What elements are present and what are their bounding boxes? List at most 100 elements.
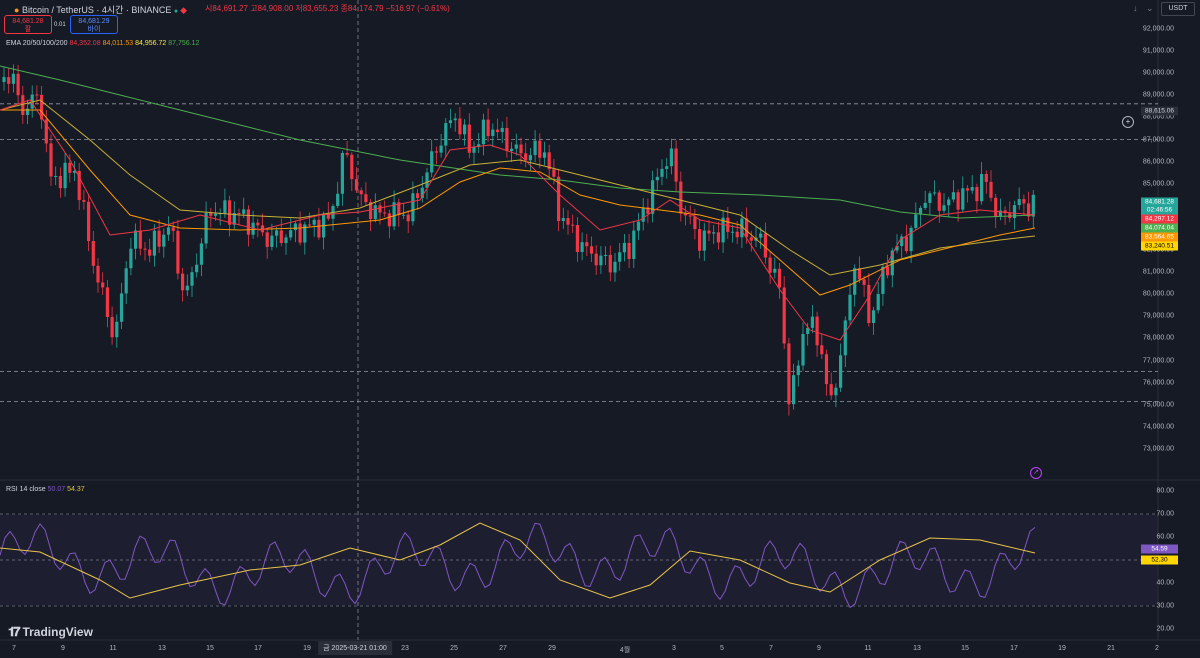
candle-body bbox=[730, 231, 735, 233]
candle-body bbox=[119, 293, 124, 322]
candle-body bbox=[326, 213, 330, 219]
candle-body bbox=[463, 124, 467, 135]
candle-body bbox=[293, 223, 297, 231]
arrow-down-icon[interactable]: ↓ bbox=[1133, 3, 1138, 13]
price-tag-crosshair: 88,615.06 bbox=[1141, 106, 1178, 116]
sell-button[interactable]: 84,681.28 팔 bbox=[4, 15, 52, 34]
ema-legend[interactable]: EMA 20/50/100/200 84,352.08 84,011.53 84… bbox=[6, 40, 200, 47]
candle-body bbox=[721, 217, 725, 243]
price-tag-rsi: 54.59 bbox=[1141, 544, 1178, 554]
candle-body bbox=[199, 243, 203, 265]
ohlc-readout: 시84,691.27 고84,908.00 저83,655.23 종84,174… bbox=[205, 4, 450, 13]
candle-body bbox=[984, 174, 988, 182]
candle-body bbox=[453, 118, 457, 121]
candle-body bbox=[448, 120, 453, 124]
candle-body bbox=[256, 222, 260, 226]
replay-icon[interactable]: ↗ bbox=[1030, 467, 1042, 479]
candle-body bbox=[665, 166, 669, 169]
candle-body bbox=[519, 144, 523, 154]
candle-body bbox=[538, 140, 542, 158]
candle-body bbox=[759, 233, 763, 238]
bitcoin-icon: ● bbox=[14, 5, 20, 15]
candle-body bbox=[213, 213, 218, 216]
time-tick-label: 5 bbox=[720, 645, 724, 652]
add-alert-icon[interactable]: + bbox=[1122, 116, 1134, 128]
candle-body bbox=[589, 246, 594, 254]
dropdown-chevron-icon[interactable]: ⌄ bbox=[1146, 3, 1154, 13]
candle-body bbox=[575, 225, 579, 252]
candle-body bbox=[970, 187, 974, 191]
price-tick-label: 91,000.00 bbox=[1142, 47, 1174, 55]
candle-body bbox=[101, 282, 105, 288]
rsi-tick-label: 80.00 bbox=[1156, 487, 1174, 495]
currency-selector[interactable]: USDT bbox=[1161, 2, 1195, 16]
candle-body bbox=[726, 217, 730, 232]
tradingview-logo[interactable]: 𝟏𝟕 TradingView bbox=[8, 624, 93, 639]
candle-body bbox=[411, 193, 415, 222]
candle-body bbox=[740, 218, 744, 238]
candle-body bbox=[923, 202, 927, 208]
price-tick-label: 85,000.00 bbox=[1142, 180, 1174, 188]
candle-body bbox=[7, 77, 11, 84]
time-tick-label: 3 bbox=[672, 645, 676, 652]
candle-body bbox=[735, 231, 739, 238]
candle-body bbox=[72, 170, 77, 173]
candle-body bbox=[289, 230, 293, 238]
candle-body bbox=[937, 192, 941, 211]
candle-body bbox=[829, 384, 833, 396]
symbol-title[interactable]: ● Bitcoin / TetherUS · 4시간 · BINANCE ● ◆ bbox=[14, 5, 188, 15]
candle-body bbox=[162, 234, 166, 247]
time-tick-label: 9 bbox=[61, 645, 65, 652]
candle-body bbox=[185, 285, 189, 291]
candle-body bbox=[481, 119, 485, 145]
candle-body bbox=[138, 230, 142, 249]
candle-body bbox=[796, 365, 800, 376]
ema50-line bbox=[0, 109, 1036, 296]
candle-body bbox=[561, 218, 565, 221]
candle-body bbox=[989, 181, 993, 198]
rsi-tick-label: 60.00 bbox=[1156, 533, 1174, 541]
candle-body bbox=[745, 218, 749, 238]
candle-body bbox=[58, 175, 62, 189]
candle-body bbox=[68, 162, 72, 173]
candle-body bbox=[627, 242, 631, 259]
candle-body bbox=[768, 257, 772, 273]
buy-button[interactable]: 84,681.29 바이 bbox=[70, 15, 118, 34]
candle-body bbox=[900, 236, 904, 247]
target-icon[interactable]: ◆ bbox=[180, 5, 188, 15]
price-tick-label: 80,000.00 bbox=[1142, 290, 1174, 298]
candle-body bbox=[2, 77, 6, 82]
candle-body bbox=[350, 154, 354, 180]
candle-body bbox=[110, 316, 114, 338]
candle-body bbox=[857, 268, 861, 280]
price-tick-label: 79,000.00 bbox=[1142, 312, 1174, 320]
candle-body bbox=[246, 209, 250, 235]
time-tick-label: 19 bbox=[1058, 645, 1066, 652]
candle-body bbox=[406, 214, 410, 222]
rsi-legend[interactable]: RSI 14 close 50.07 54.37 bbox=[6, 486, 85, 493]
candle-body bbox=[881, 266, 885, 294]
candle-body bbox=[359, 190, 363, 195]
candle-body bbox=[383, 212, 387, 214]
candle-body bbox=[49, 143, 53, 177]
price-tag-ema100: 83,564.65 bbox=[1141, 232, 1178, 242]
candle-body bbox=[660, 168, 664, 177]
candle-body bbox=[105, 287, 109, 317]
candle-body bbox=[317, 219, 321, 238]
candle-body bbox=[698, 229, 702, 251]
candle-body bbox=[895, 246, 899, 251]
price-tick-label: 89,000.00 bbox=[1142, 91, 1174, 99]
candle-body bbox=[354, 179, 359, 191]
time-tick-label: 21 bbox=[1107, 645, 1115, 652]
candle-body bbox=[890, 250, 894, 276]
candle-body bbox=[679, 181, 683, 214]
candle-body bbox=[904, 236, 908, 252]
price-tick-label: 86,000.00 bbox=[1142, 158, 1174, 166]
time-tick-label: 19 bbox=[303, 645, 311, 652]
spread-value: 0.01 bbox=[54, 22, 66, 28]
candle-body bbox=[63, 162, 67, 189]
price-tick-label: 87,000.00 bbox=[1142, 136, 1174, 144]
candle-body bbox=[378, 205, 382, 213]
candle-body bbox=[397, 202, 401, 216]
